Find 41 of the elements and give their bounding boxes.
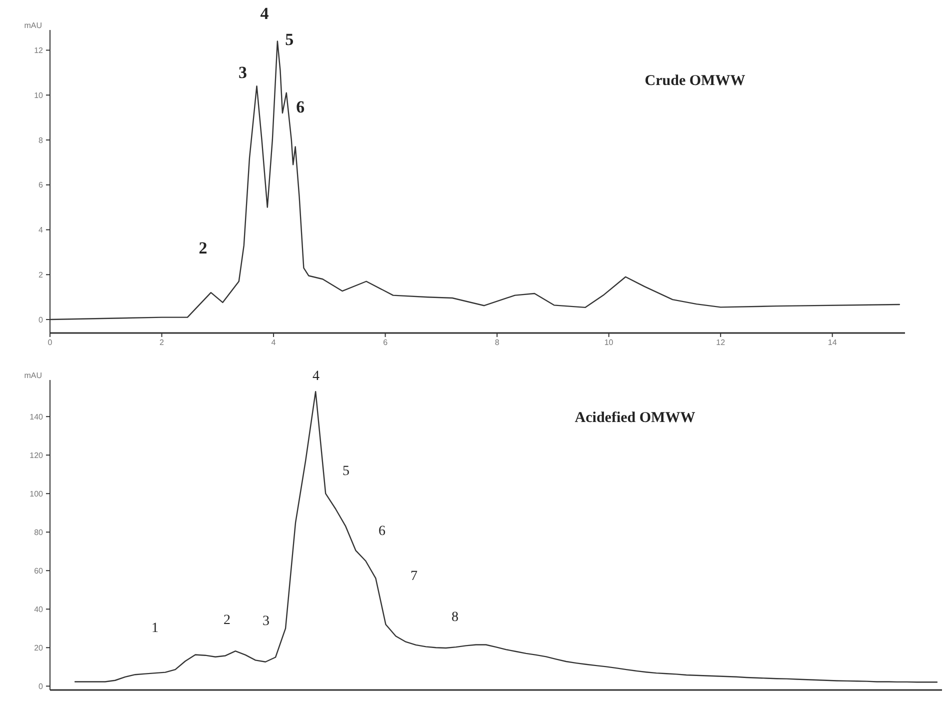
y-axis-title: mAU <box>24 21 42 30</box>
annotation: 6 <box>378 524 386 539</box>
x-tick-label: 4 <box>271 338 276 347</box>
line-series <box>74 390 938 683</box>
annotation: 6 <box>296 98 305 117</box>
annotation: 3 <box>238 63 248 82</box>
y-tick-label: 6 <box>38 180 44 190</box>
annotation: 5 <box>342 464 350 479</box>
annotation: 4 <box>312 369 320 384</box>
annotation: 7 <box>410 569 418 584</box>
annotation: 2 <box>198 238 208 258</box>
y-tick-label: 10 <box>34 90 44 100</box>
x-tick-label: 0 <box>48 338 53 347</box>
annotation: 1 <box>152 621 158 636</box>
annotation: 2 <box>224 613 230 628</box>
y-tick-label: 8 <box>38 136 44 145</box>
text: Crude OMWW <box>644 73 746 89</box>
y-tick-label: 2 <box>38 270 44 280</box>
x-tick-label: 6 <box>383 338 388 347</box>
x-tick-label: 8 <box>494 338 500 347</box>
y-tick-label: 12 <box>34 46 44 55</box>
y-tick-label: 4 <box>38 226 44 235</box>
annotation: 3 <box>262 614 270 629</box>
y-tick-label: 80 <box>34 528 44 537</box>
annotation: 5 <box>285 30 294 49</box>
x-tick-label: 2 <box>160 338 165 347</box>
text: Acidefied OMWW <box>574 410 696 426</box>
y-axis-title: mAU <box>24 371 42 380</box>
y-tick-label: 100 <box>30 489 44 498</box>
annotation: 8 <box>452 610 458 625</box>
y-tick-label: 140 <box>30 412 44 422</box>
y-tick-label: 40 <box>34 604 44 614</box>
y-tick-label: 0 <box>38 682 44 691</box>
x-tick-label: 10 <box>604 338 614 347</box>
y-tick-label: 20 <box>34 643 44 652</box>
y-tick-label: 120 <box>30 450 44 460</box>
y-tick-label: 0 <box>38 315 44 324</box>
x-tick-label: 14 <box>828 338 838 347</box>
annotation: 4 <box>260 4 270 24</box>
x-tick-label: 12 <box>716 338 726 347</box>
y-tick-label: 60 <box>34 566 44 576</box>
